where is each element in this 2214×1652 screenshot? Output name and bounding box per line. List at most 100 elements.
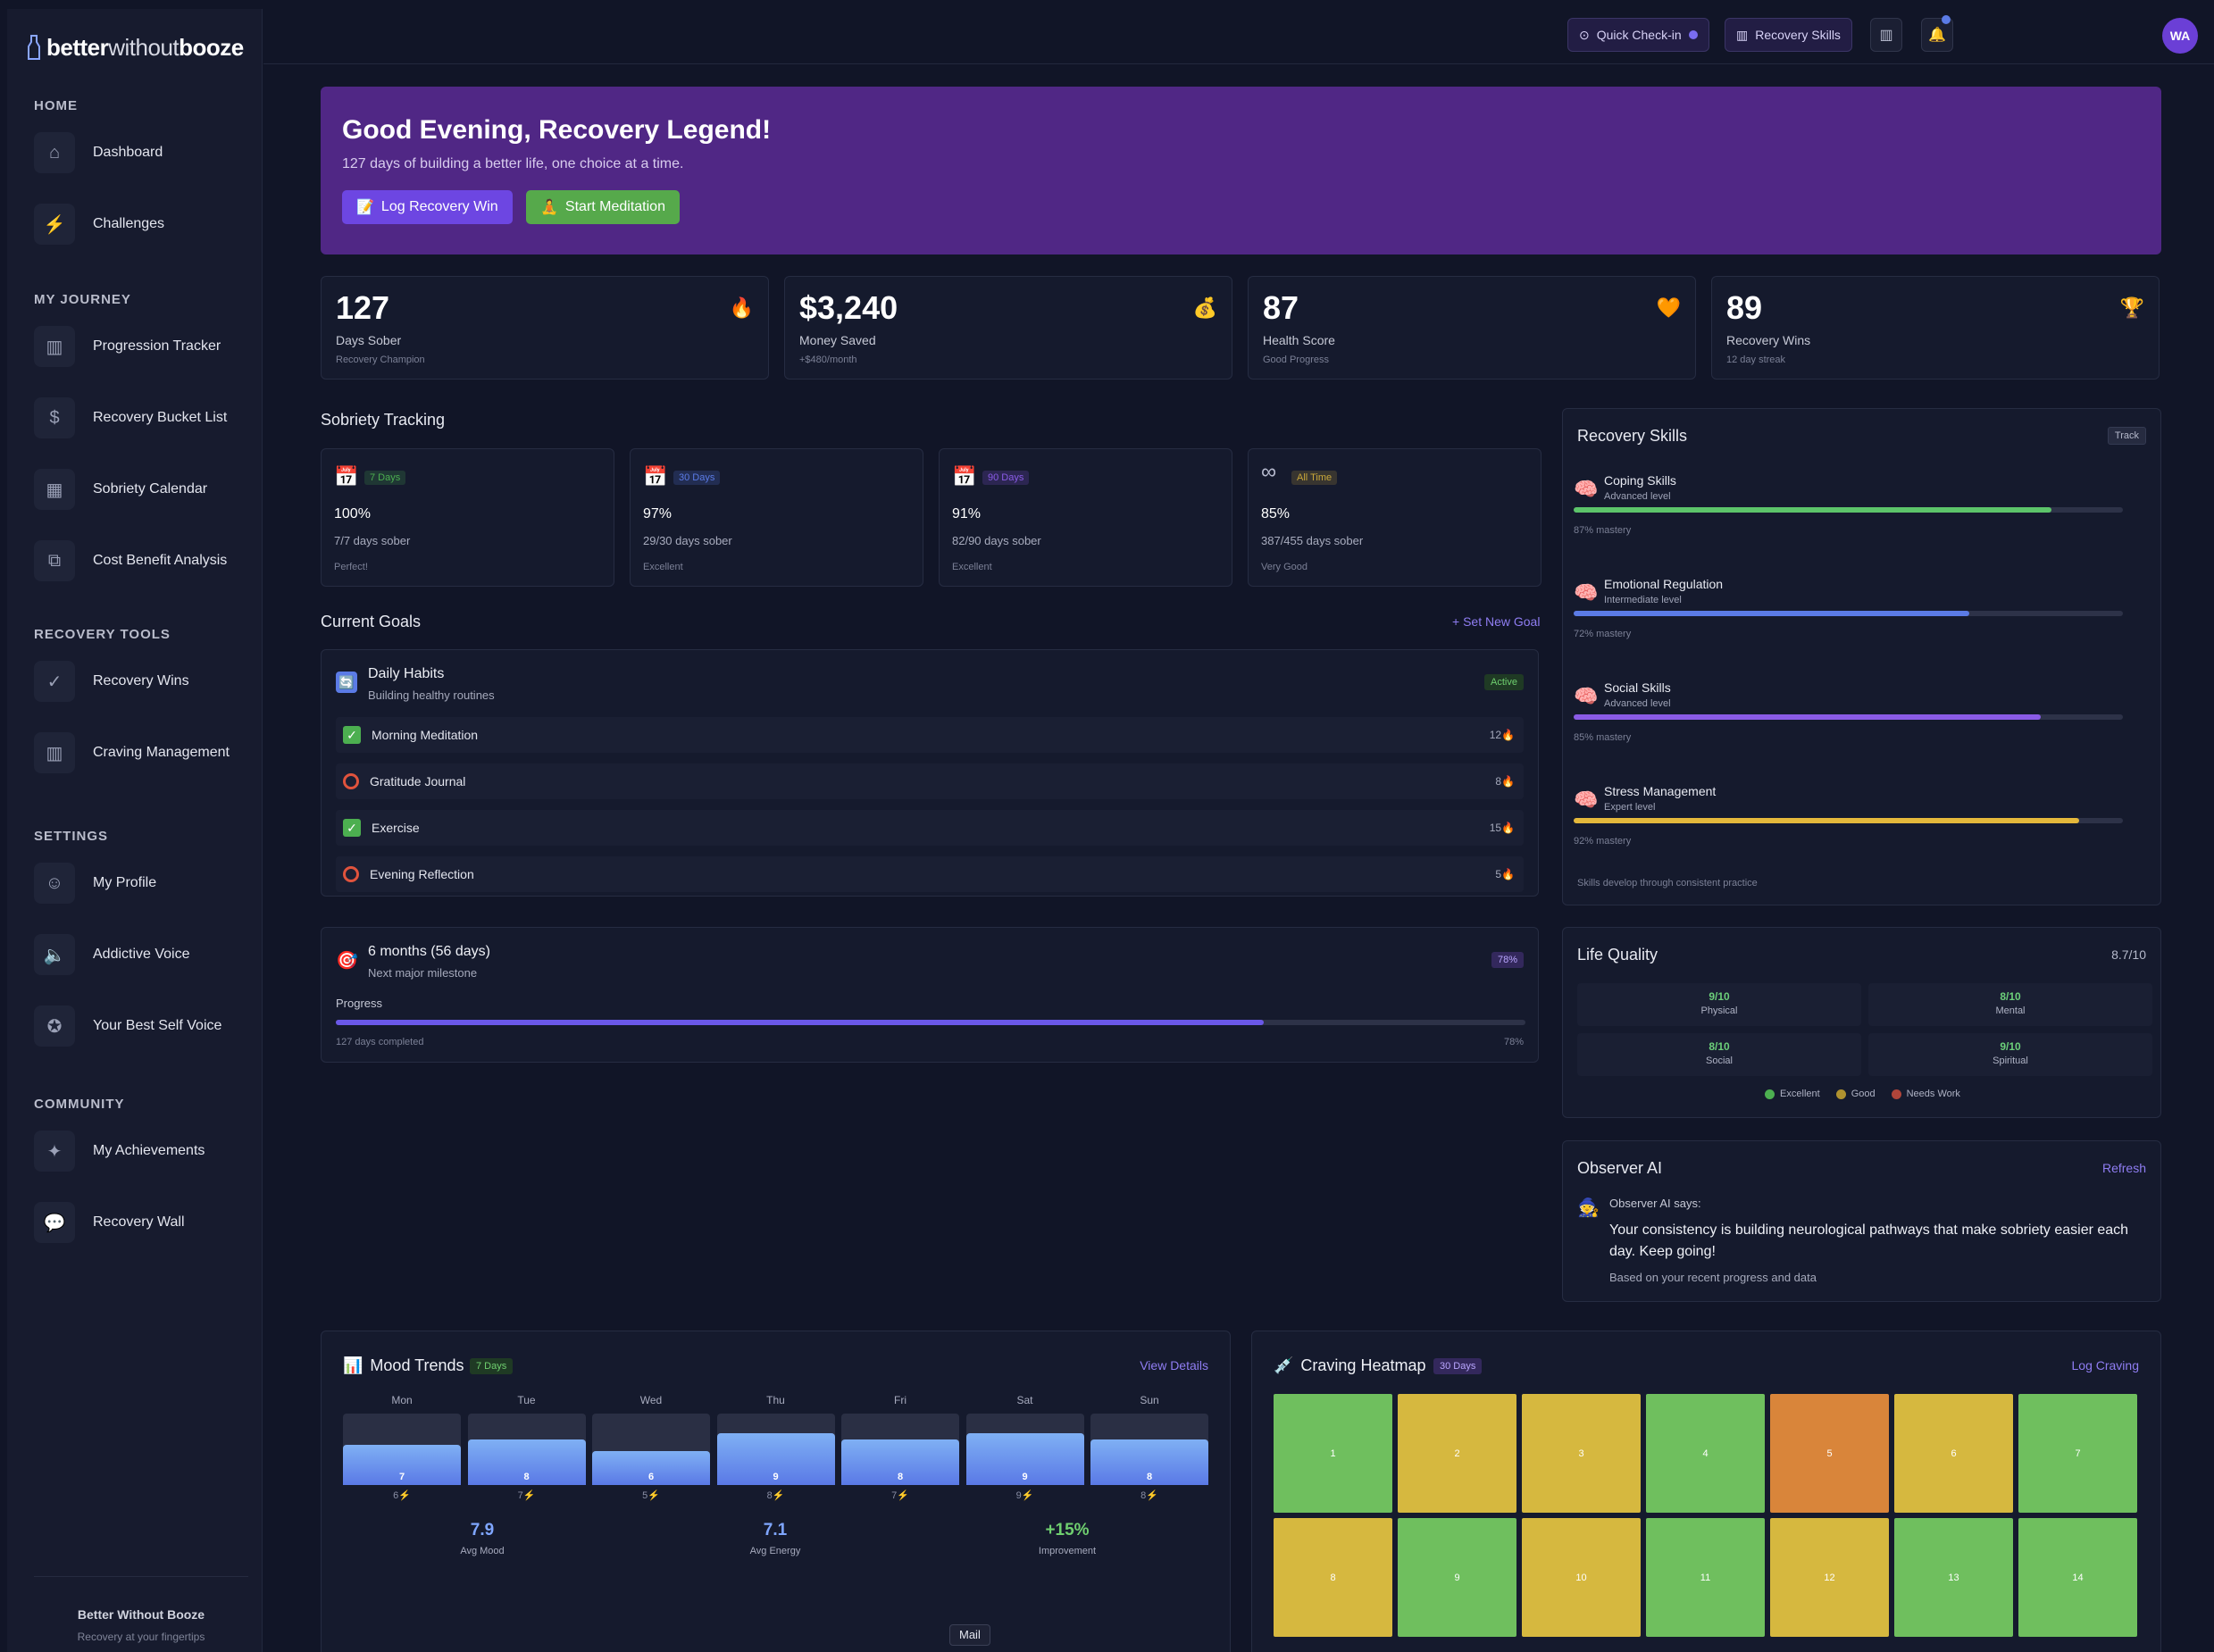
heatmap-cell[interactable]: 14 (2018, 1518, 2137, 1637)
sidebar-item-my-achievements[interactable]: ✦ My Achievements (34, 1125, 255, 1177)
life-quality-physical: 9/10 Physical (1577, 983, 1861, 1026)
period-tag: 30 Days (673, 471, 721, 485)
sidebar-item-recovery-wins[interactable]: ✓ Recovery Wins (34, 655, 255, 707)
heatmap-cell[interactable]: 7 (2018, 1394, 2137, 1513)
skill-name: Stress Management (1604, 784, 1717, 798)
log-recovery-win-button[interactable]: 📝 Log Recovery Win (342, 190, 513, 224)
sidebar-item-my-profile[interactable]: ☺ My Profile (34, 857, 255, 909)
view-details-link[interactable]: View Details (1140, 1358, 1208, 1372)
period-tag: All Time (1291, 471, 1338, 485)
sidebar-item-recovery-wall[interactable]: 💬 Recovery Wall (34, 1197, 255, 1248)
app-logo[interactable]: betterwithoutbooze (27, 32, 244, 63)
sidebar-item-dashboard[interactable]: ⌂ Dashboard (34, 127, 255, 179)
sidebar-item-sobriety-calendar[interactable]: ▦ Sobriety Calendar (34, 463, 255, 515)
avg-energy-summary: 7.1 Avg Energy (686, 1521, 865, 1556)
habit-row[interactable]: ✓ Exercise 15🔥 (336, 810, 1524, 846)
mood-bar-fill (841, 1439, 959, 1485)
track-button[interactable]: Track (2107, 427, 2146, 445)
mood-bar-fill (592, 1450, 710, 1485)
recovery-skills-button[interactable]: ▥ Recovery Skills (1725, 18, 1852, 52)
energy-value: 7⚡ (468, 1489, 586, 1501)
heatmap-cell[interactable]: 9 (1398, 1518, 1516, 1637)
heatmap-cell[interactable]: 12 (1770, 1518, 1889, 1637)
checkbox-checked-icon[interactable]: ✓ (343, 819, 361, 837)
sidebar-item-cost-benefit-analysis[interactable]: ⧉ Cost Benefit Analysis (34, 535, 255, 587)
heatmap-cell[interactable]: 4 (1646, 1394, 1765, 1513)
circle-unchecked-icon[interactable] (343, 866, 359, 882)
quality-score: 8/10 (2000, 990, 2021, 1003)
footer-subtitle: Recovery at your fingertips (77, 1631, 205, 1643)
mail-tooltip: Mail (949, 1624, 990, 1646)
sobriety-card: ∞ All Time 85% 387/455 days sober Very Good (1248, 448, 1541, 587)
skill-progress-fill (1574, 611, 1969, 616)
start-meditation-button[interactable]: 🧘 Start Meditation (526, 190, 680, 224)
energy-value: 7⚡ (841, 1489, 959, 1501)
observer-says: Observer AI says: (1609, 1197, 1701, 1210)
quality-label: Social (1706, 1055, 1733, 1066)
life-quality-card: Life Quality 8.7/10 9/10 Physical 8/10 Ment… (1562, 927, 2161, 1118)
heatmap-cell[interactable]: 13 (1894, 1518, 2013, 1637)
heatmap-cell[interactable]: 8 (1274, 1518, 1392, 1637)
fire-icon: 🔥 (1501, 822, 1515, 834)
mood-value: 8 (1146, 1472, 1153, 1482)
sidebar-item-progression-tracker[interactable]: ▥ Progression Tracker (34, 321, 255, 372)
energy-number: 8 (766, 1490, 773, 1501)
sobriety-days: 387/455 days sober (1261, 534, 1364, 547)
set-new-goal-link[interactable]: + Set New Goal (1452, 614, 1541, 629)
checkbox-checked-icon[interactable]: ✓ (343, 726, 361, 744)
heatmap-cell[interactable]: 2 (1398, 1394, 1516, 1513)
heatmap-cell[interactable]: 5 (1770, 1394, 1889, 1513)
energy-number: 7 (517, 1490, 523, 1501)
notifications-button[interactable]: 🔔 (1921, 15, 1953, 52)
habit-streak: 5🔥 (1495, 868, 1515, 880)
check-circle-icon: ⊙ (1579, 27, 1590, 42)
legend-dot-icon (1891, 1089, 1901, 1099)
habit-row[interactable]: Evening Reflection 5🔥 (336, 856, 1524, 892)
life-quality-mental: 8/10 Mental (1868, 983, 2152, 1026)
energy-value: 5⚡ (592, 1489, 710, 1501)
energy-number: 8 (1140, 1490, 1147, 1501)
brain-icon: 🧠 (1574, 788, 1599, 811)
mood-trends-card: 📊 Mood Trends 7 Days View Details Mon 7 6⚡ T… (321, 1331, 1231, 1652)
quick-checkin-button[interactable]: ⊙ Quick Check-in (1567, 18, 1709, 52)
sidebar: betterwithoutbooze HOME ⌂ Dashboard ⚡ Challe… (7, 9, 263, 1652)
heatmap-cell[interactable]: 1 (1274, 1394, 1392, 1513)
mood-title: Mood Trends (370, 1356, 464, 1374)
sidebar-item-craving-management[interactable]: ▥ Craving Management (34, 727, 255, 779)
habit-streak-count: 12 (1489, 729, 1502, 741)
sobriety-quality: Excellent (952, 562, 992, 572)
heatmap-cell[interactable]: 11 (1646, 1518, 1765, 1637)
chart-button[interactable]: ▥ (1870, 18, 1902, 52)
mood-bar-fill (343, 1445, 461, 1485)
milestone-subtitle: Next major milestone (368, 966, 478, 980)
sidebar-item-addictive-voice[interactable]: 🔈 Addictive Voice (34, 929, 255, 980)
mood-value: 9 (773, 1472, 779, 1482)
stat-card: 89 Recovery Wins 12 day streak 🏆 (1711, 276, 2160, 380)
progress-percent-text: 78% (1503, 1037, 1524, 1047)
habit-row[interactable]: ✓ Morning Meditation 12🔥 (336, 717, 1524, 753)
mood-value: 7 (398, 1472, 405, 1482)
bolt-icon: ⚡ (398, 1490, 411, 1501)
heatmap-cell[interactable]: 10 (1522, 1518, 1641, 1637)
scale-icon: ⧉ (34, 540, 75, 581)
heatmap-cell[interactable]: 3 (1522, 1394, 1641, 1513)
fire-icon: 🔥 (729, 296, 754, 319)
fire-icon: 🔥 (1501, 729, 1515, 741)
habit-row[interactable]: Gratitude Journal 8🔥 (336, 763, 1524, 799)
progress-done-text: 127 days completed (336, 1037, 424, 1047)
refresh-link[interactable]: Refresh (2101, 1161, 2146, 1175)
bar-chart-emoji-icon: 📊 (343, 1356, 363, 1374)
welcome-subtitle: 127 days of building a better life, one … (342, 156, 684, 171)
dollar-icon: $ (34, 397, 75, 438)
heatmap-cell[interactable]: 6 (1894, 1394, 2013, 1513)
avatar[interactable]: WA (2162, 18, 2198, 54)
circle-unchecked-icon[interactable] (343, 773, 359, 789)
log-craving-link[interactable]: Log Craving (2071, 1358, 2140, 1372)
sidebar-item-challenges[interactable]: ⚡ Challenges (34, 198, 255, 250)
mood-bar-fill (965, 1433, 1084, 1485)
welcome-banner: Good Evening, Recovery Legend! 127 days … (321, 87, 2161, 254)
sidebar-item-your-best-self-voice[interactable]: ✪ Your Best Self Voice (34, 1000, 255, 1052)
sidebar-item-recovery-bucket-list[interactable]: $ Recovery Bucket List (34, 392, 255, 444)
mood-bar: 8 (841, 1414, 959, 1485)
bolt-icon: ⚡ (1146, 1490, 1158, 1501)
